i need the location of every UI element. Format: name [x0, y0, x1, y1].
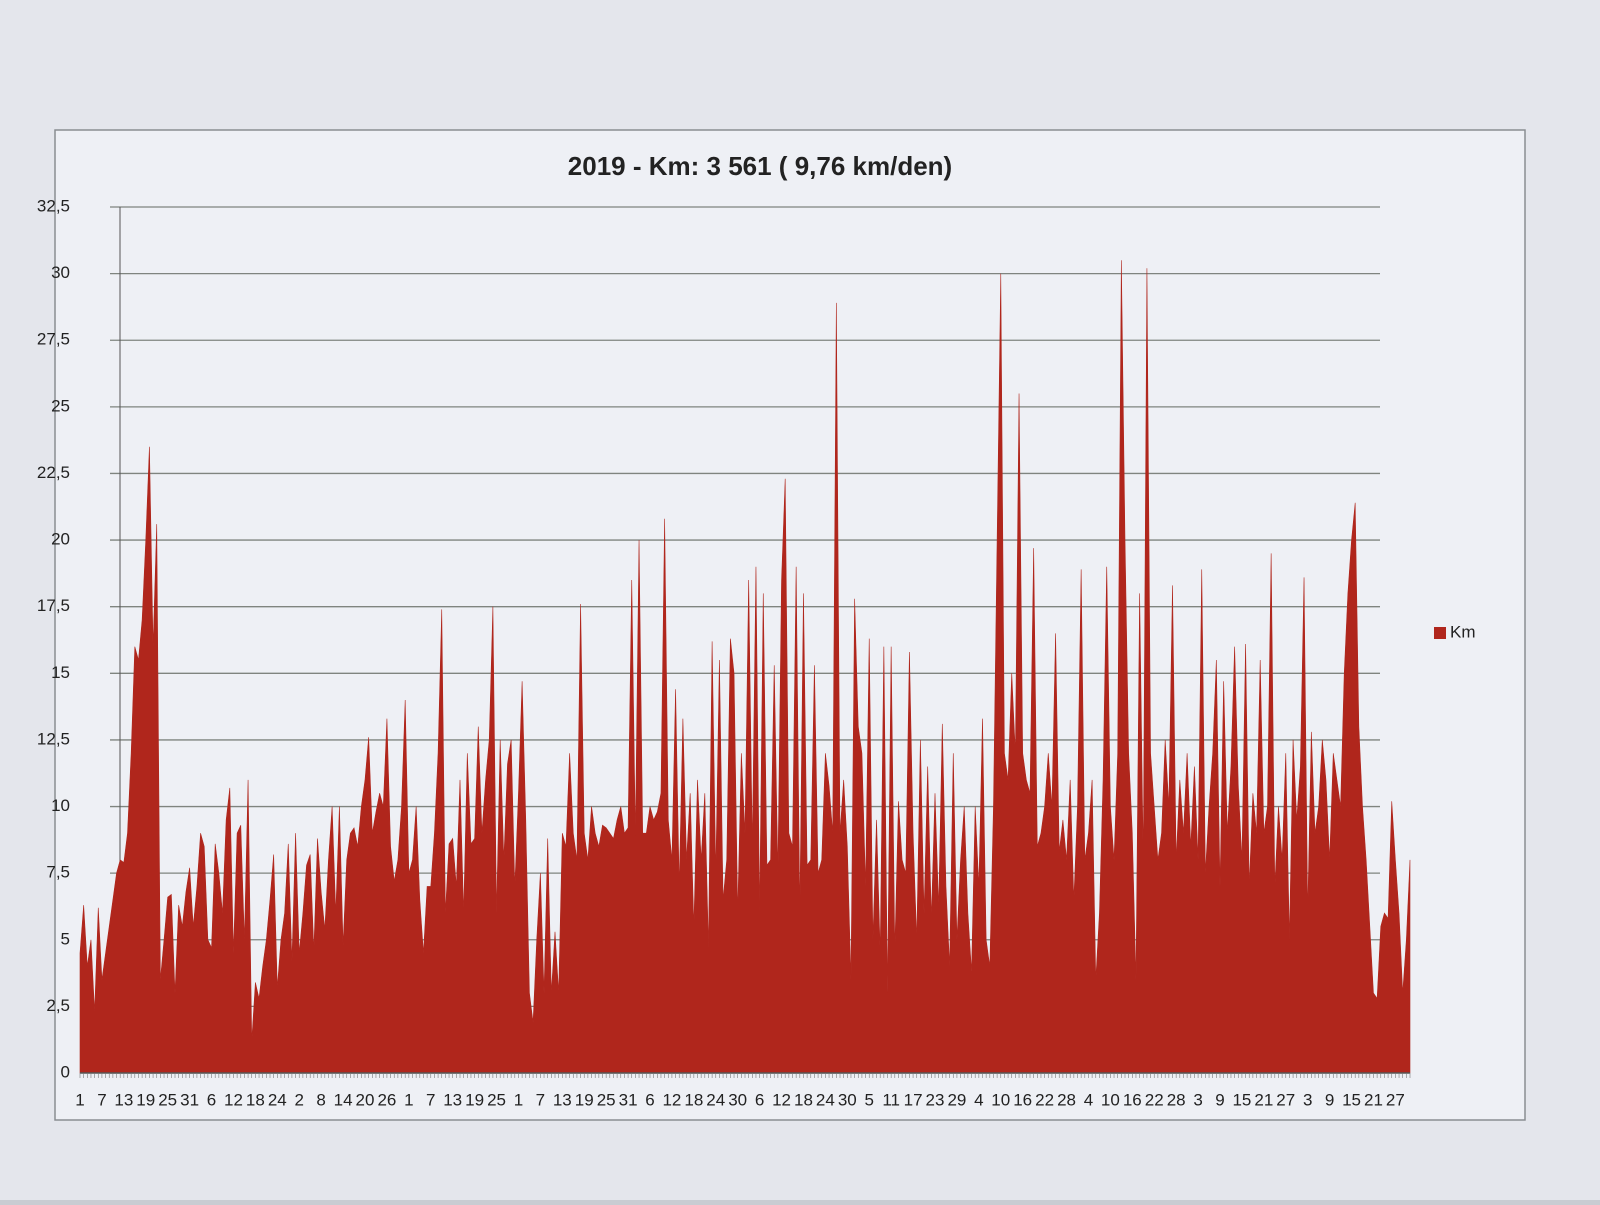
x-tick-label: 12 — [662, 1090, 681, 1109]
x-tick-label: 1 — [75, 1090, 84, 1109]
x-tick-label: 25 — [487, 1090, 506, 1109]
x-tick-label: 25 — [597, 1090, 616, 1109]
x-tick-label: 3 — [1303, 1090, 1312, 1109]
x-tick-label: 8 — [316, 1090, 325, 1109]
chart-title: 2019 - Km: 3 561 ( 9,76 km/den) — [568, 151, 952, 181]
x-tick-label: 16 — [1123, 1090, 1142, 1109]
y-tick-label: 12,5 — [37, 729, 70, 748]
x-tick-label: 12 — [772, 1090, 791, 1109]
x-tick-label: 9 — [1325, 1090, 1334, 1109]
x-tick-label: 10 — [991, 1090, 1010, 1109]
x-tick-label: 15 — [1232, 1090, 1251, 1109]
x-tick-label: 22 — [1035, 1090, 1054, 1109]
y-tick-label: 17,5 — [37, 596, 70, 615]
x-tick-label: 17 — [904, 1090, 923, 1109]
x-tick-label: 28 — [1057, 1090, 1076, 1109]
x-tick-label: 13 — [553, 1090, 572, 1109]
x-tick-label: 6 — [755, 1090, 764, 1109]
y-tick-label: 15 — [51, 663, 70, 682]
y-tick-label: 10 — [51, 796, 70, 815]
x-tick-label: 20 — [356, 1090, 375, 1109]
x-tick-label: 7 — [97, 1090, 106, 1109]
x-tick-label: 13 — [443, 1090, 462, 1109]
x-tick-label: 23 — [926, 1090, 945, 1109]
x-tick-label: 2 — [294, 1090, 303, 1109]
x-tick-label: 19 — [465, 1090, 484, 1109]
y-tick-label: 30 — [51, 263, 70, 282]
x-tick-label: 4 — [974, 1090, 983, 1109]
x-tick-label: 14 — [334, 1090, 353, 1109]
x-tick-label: 9 — [1215, 1090, 1224, 1109]
y-tick-label: 7,5 — [46, 863, 70, 882]
x-tick-label: 27 — [1386, 1090, 1405, 1109]
y-tick-label: 27,5 — [37, 330, 70, 349]
x-tick-label: 22 — [1145, 1090, 1164, 1109]
x-tick-label: 4 — [1084, 1090, 1093, 1109]
x-tick-label: 31 — [180, 1090, 199, 1109]
x-tick-label: 28 — [1167, 1090, 1186, 1109]
x-tick-label: 6 — [207, 1090, 216, 1109]
y-tick-label: 25 — [51, 396, 70, 415]
x-tick-label: 31 — [619, 1090, 638, 1109]
x-tick-label: 21 — [1364, 1090, 1383, 1109]
y-tick-label: 5 — [61, 929, 70, 948]
x-tick-label: 30 — [728, 1090, 747, 1109]
x-tick-label: 27 — [1276, 1090, 1295, 1109]
x-tick-label: 3 — [1193, 1090, 1202, 1109]
x-tick-label: 7 — [536, 1090, 545, 1109]
x-tick-label: 16 — [1013, 1090, 1032, 1109]
x-tick-label: 24 — [706, 1090, 725, 1109]
y-tick-label: 20 — [51, 530, 70, 549]
x-tick-label: 18 — [794, 1090, 813, 1109]
x-tick-label: 15 — [1342, 1090, 1361, 1109]
x-tick-label: 12 — [224, 1090, 243, 1109]
x-tick-label: 1 — [404, 1090, 413, 1109]
x-tick-label: 29 — [947, 1090, 966, 1109]
legend-label: Km — [1450, 622, 1476, 641]
x-tick-label: 13 — [114, 1090, 133, 1109]
x-tick-label: 26 — [377, 1090, 396, 1109]
x-tick-label: 1 — [514, 1090, 523, 1109]
legend-swatch — [1434, 627, 1446, 639]
y-tick-label: 0 — [61, 1062, 70, 1081]
x-tick-label: 18 — [246, 1090, 265, 1109]
x-tick-label: 25 — [158, 1090, 177, 1109]
y-tick-label: 22,5 — [37, 463, 70, 482]
x-tick-label: 5 — [864, 1090, 873, 1109]
x-tick-label: 21 — [1254, 1090, 1273, 1109]
x-tick-label: 30 — [838, 1090, 857, 1109]
x-tick-label: 10 — [1101, 1090, 1120, 1109]
x-tick-label: 6 — [645, 1090, 654, 1109]
x-tick-label: 24 — [816, 1090, 835, 1109]
y-tick-label: 32,5 — [37, 196, 70, 215]
x-tick-label: 11 — [882, 1090, 900, 1109]
x-tick-label: 19 — [136, 1090, 155, 1109]
y-tick-label: 2,5 — [46, 996, 70, 1015]
area — [79, 260, 1411, 1074]
x-tick-label: 24 — [268, 1090, 287, 1109]
x-tick-label: 19 — [575, 1090, 594, 1109]
x-tick-label: 18 — [684, 1090, 703, 1109]
x-tick-label: 7 — [426, 1090, 435, 1109]
